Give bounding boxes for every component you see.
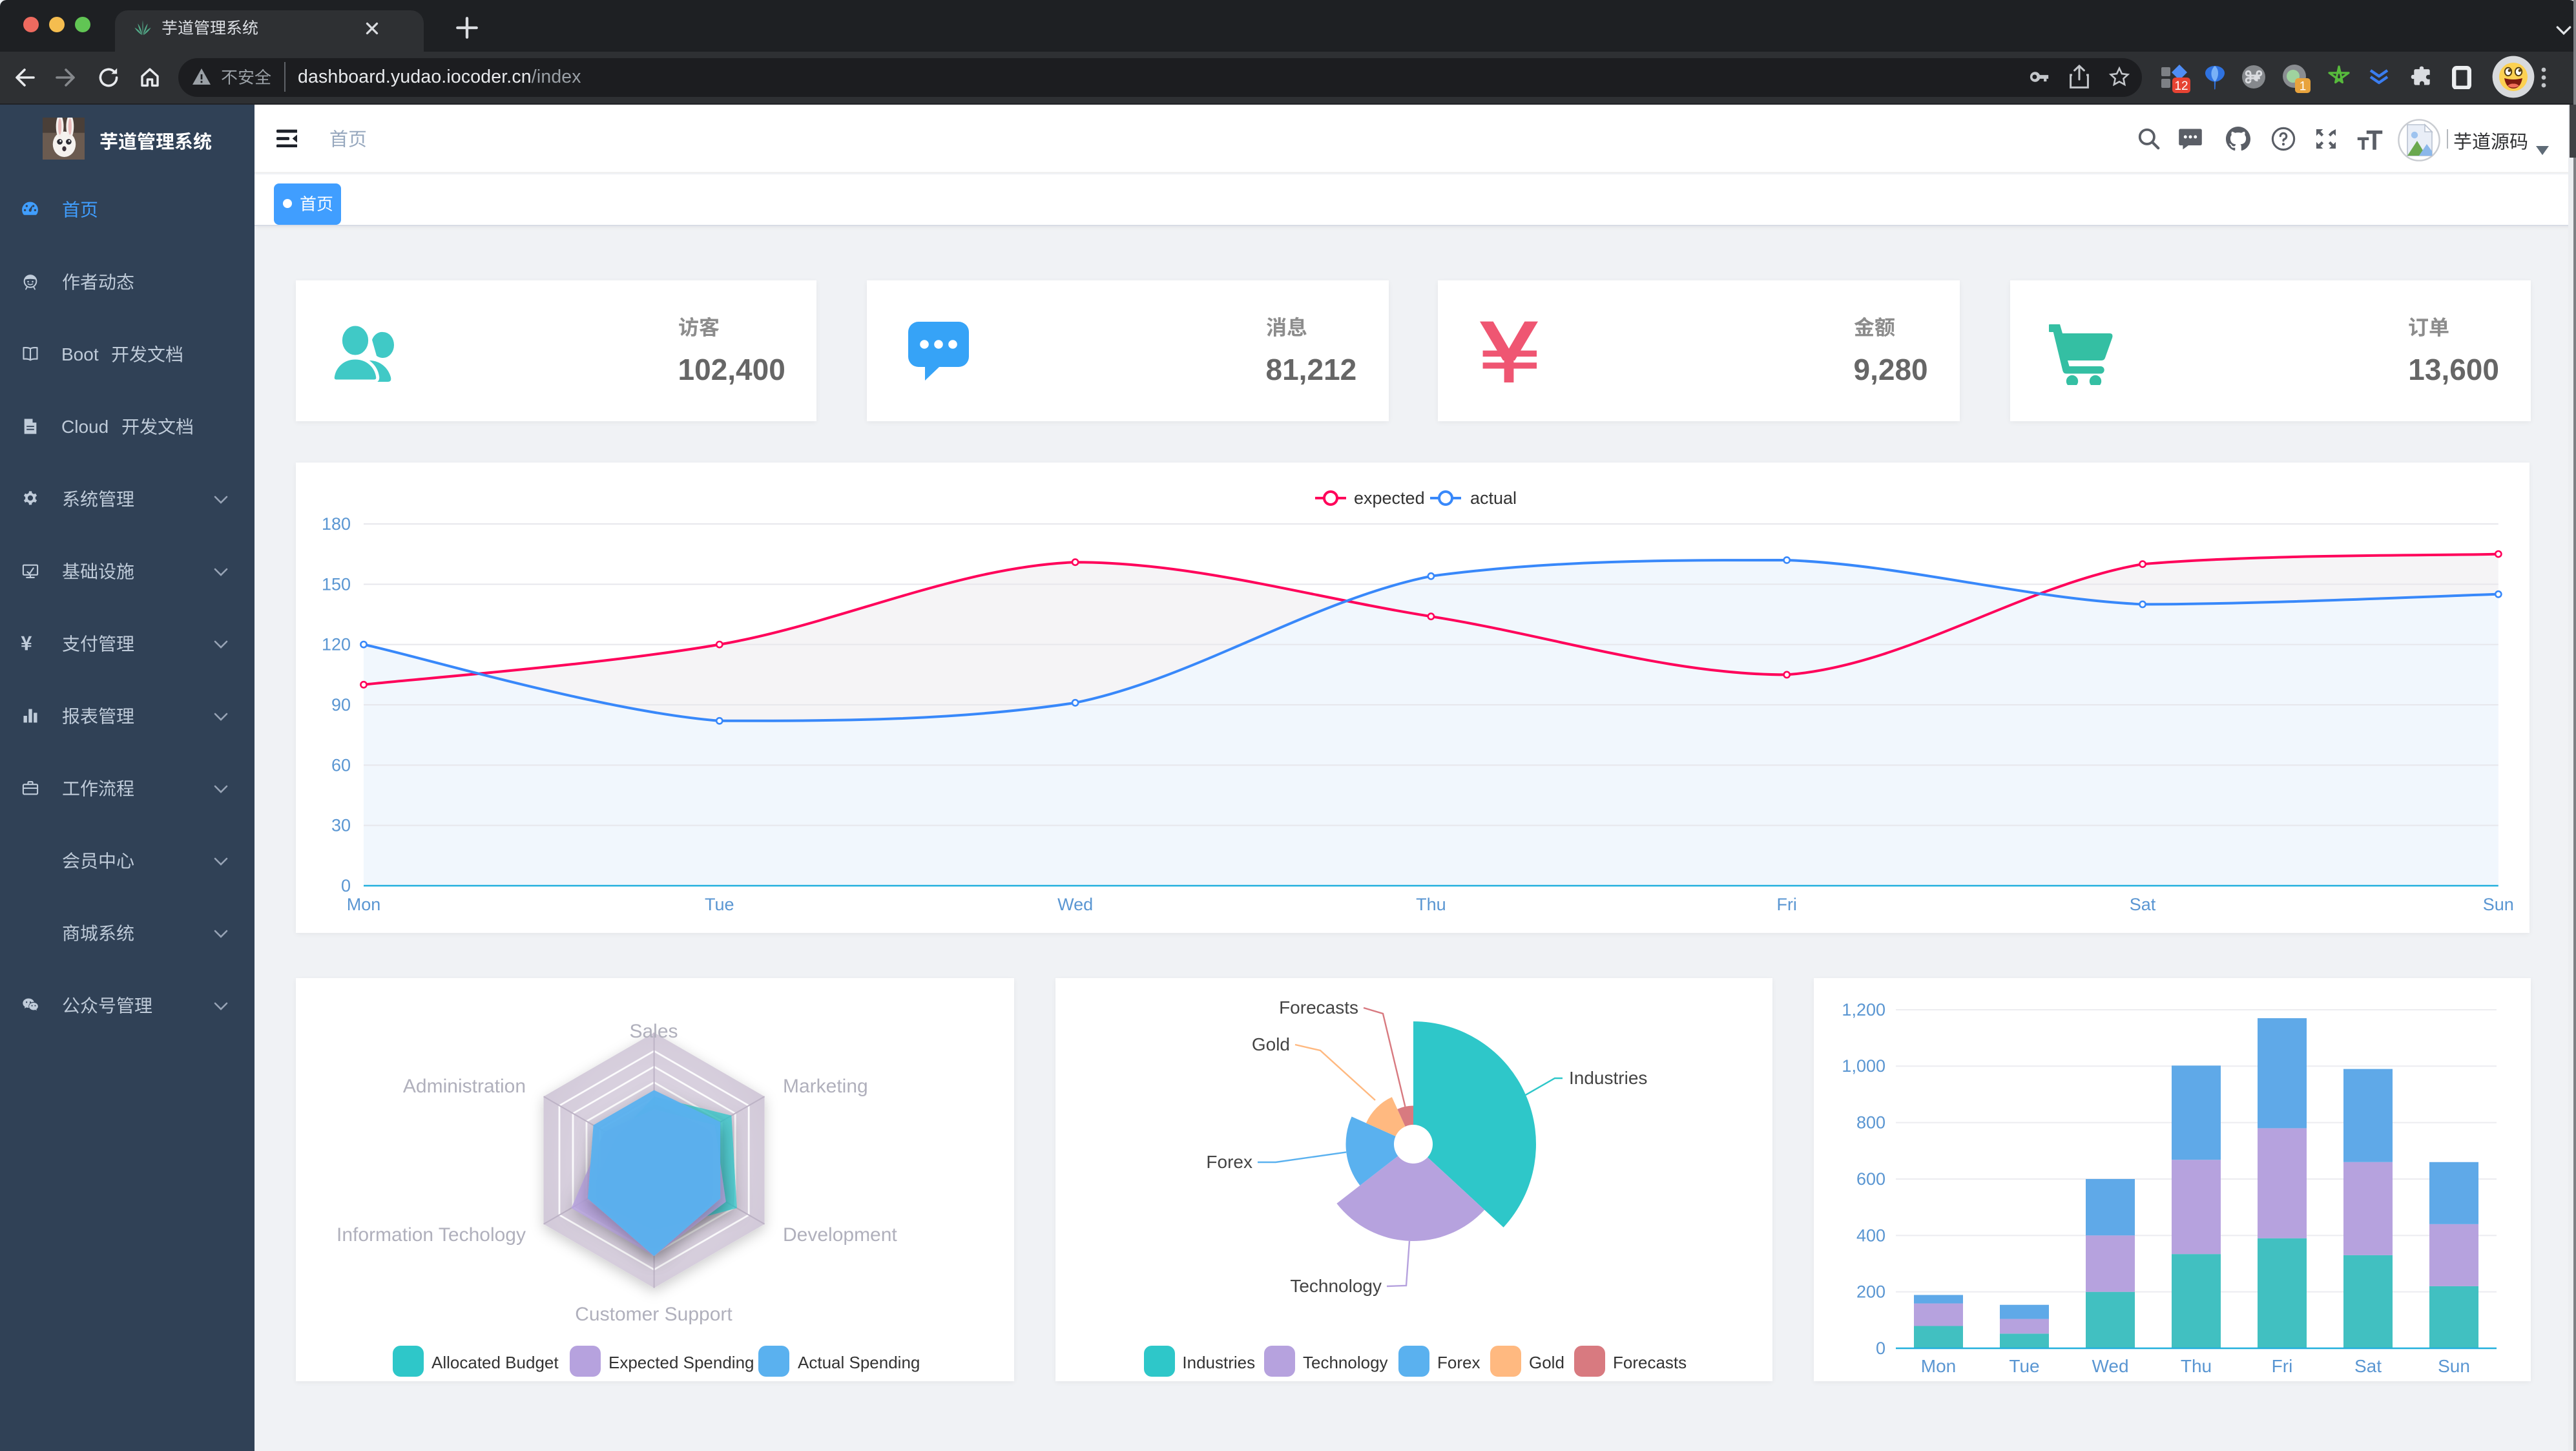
svg-text:Industries: Industries	[1181, 1352, 1254, 1372]
svg-text:Mon: Mon	[347, 894, 381, 913]
svg-text:Sat: Sat	[2130, 894, 2156, 913]
svg-text:Tue: Tue	[2008, 1355, 2039, 1375]
svg-text:90: 90	[331, 694, 351, 714]
svg-text:30: 30	[331, 815, 351, 835]
svg-text:Fri: Fri	[2271, 1355, 2292, 1375]
svg-text:800: 800	[1856, 1112, 1885, 1132]
svg-text:Sun: Sun	[2437, 1355, 2469, 1375]
svg-text:0: 0	[1875, 1338, 1885, 1357]
svg-text:Industries: Industries	[1568, 1067, 1646, 1087]
svg-text:Forex: Forex	[1437, 1352, 1479, 1372]
svg-text:Sun: Sun	[2483, 894, 2514, 913]
svg-text:Actual Spending: Actual Spending	[798, 1352, 920, 1372]
svg-text:Forecasts: Forecasts	[1612, 1352, 1686, 1372]
svg-text:Wed: Wed	[1057, 894, 1093, 913]
svg-text:180: 180	[322, 514, 351, 533]
svg-text:Wed: Wed	[2091, 1355, 2128, 1375]
svg-text:120: 120	[322, 634, 351, 654]
svg-text:1,000: 1,000	[1841, 1056, 1885, 1075]
svg-text:0: 0	[341, 875, 351, 895]
svg-text:12: 12	[2174, 79, 2188, 93]
svg-text:Development: Development	[783, 1224, 897, 1245]
svg-text:200: 200	[1856, 1282, 1885, 1301]
svg-text:Expected Spending: Expected Spending	[608, 1352, 754, 1372]
svg-text:Sales: Sales	[629, 1020, 678, 1041]
svg-text:Technology: Technology	[1302, 1352, 1387, 1372]
svg-text:1,200: 1,200	[1841, 999, 1885, 1019]
svg-text:Thu: Thu	[2180, 1355, 2211, 1375]
svg-text:Thu: Thu	[1416, 894, 1446, 913]
svg-text:Allocated Budget: Allocated Budget	[431, 1352, 559, 1372]
svg-text:Forex: Forex	[1205, 1151, 1252, 1171]
svg-text:Administration: Administration	[403, 1075, 526, 1096]
svg-text:Sat: Sat	[2354, 1355, 2381, 1375]
svg-text:Forecasts: Forecasts	[1278, 997, 1358, 1017]
svg-text:Technology: Technology	[1289, 1275, 1381, 1295]
svg-text:Gold: Gold	[1528, 1352, 1564, 1372]
svg-text:1: 1	[2300, 80, 2307, 94]
svg-text:expected: expected	[1354, 488, 1425, 507]
svg-text:Fri: Fri	[1776, 894, 1796, 913]
svg-text:Customer Support: Customer Support	[575, 1303, 732, 1324]
svg-text:150: 150	[322, 574, 351, 593]
svg-text:400: 400	[1856, 1225, 1885, 1244]
svg-text:Gold: Gold	[1251, 1034, 1289, 1054]
svg-text:actual: actual	[1470, 488, 1517, 507]
svg-text:Information Techology: Information Techology	[337, 1224, 526, 1245]
svg-text:Tue: Tue	[705, 894, 734, 913]
svg-text:Marketing: Marketing	[783, 1075, 868, 1096]
svg-text:60: 60	[331, 755, 351, 774]
svg-text:600: 600	[1856, 1169, 1885, 1188]
svg-text:Mon: Mon	[1920, 1355, 1955, 1375]
